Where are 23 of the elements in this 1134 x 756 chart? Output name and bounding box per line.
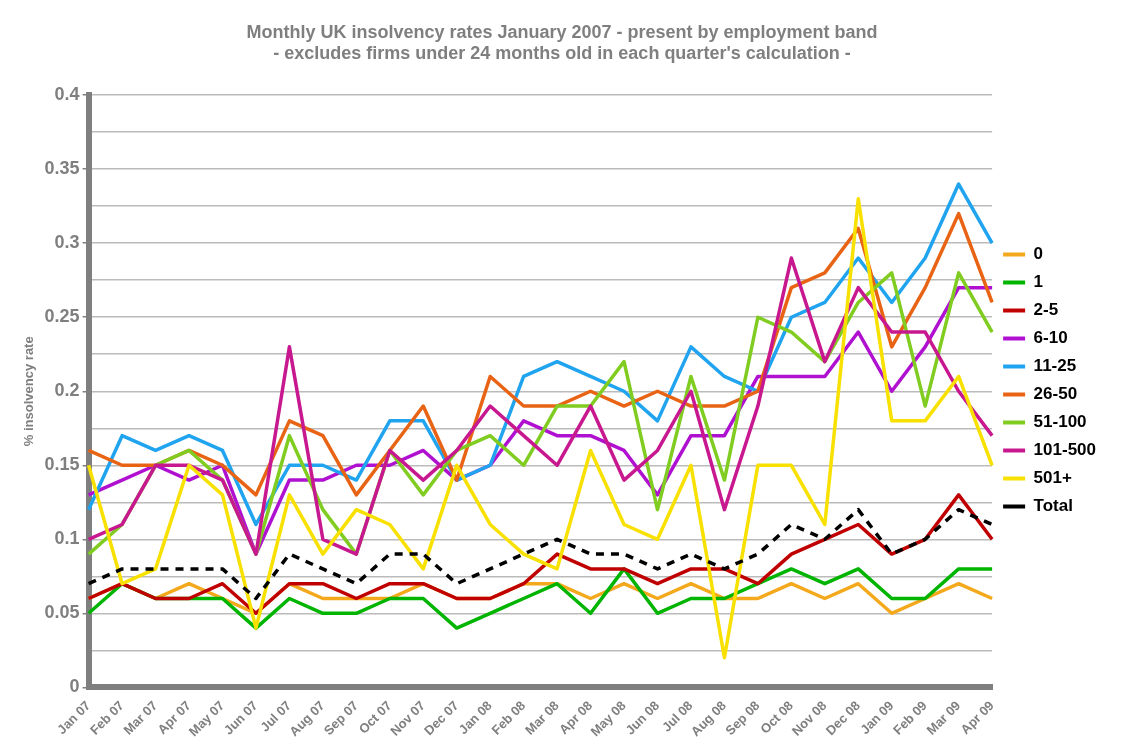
y-tick-label: 0.05 (44, 602, 80, 623)
y-tick-label: 0.3 (54, 232, 80, 253)
legend-label: 26-50 (1033, 384, 1078, 404)
y-tick-label: 0.4 (54, 84, 80, 105)
legend-label: 2-5 (1033, 300, 1059, 320)
legend-label: 6-10 (1033, 328, 1068, 348)
chart-title: Monthly UK insolvency rates January 2007 - present by employment band (246, 21, 878, 42)
legend-label: 11-25 (1033, 356, 1077, 376)
y-tick-label: 0.15 (44, 454, 80, 475)
y-tick-label: 0.1 (54, 528, 80, 549)
y-tick-label: 0.25 (44, 306, 80, 327)
y-tick-label: 0.35 (44, 158, 80, 179)
legend-label: 101-500 (1033, 440, 1096, 460)
y-axis-title: % insolvency rate (21, 336, 37, 447)
legend-label: 0 (1033, 244, 1044, 264)
legend-label: 1 (1033, 272, 1044, 292)
chart-subtitle: - excludes firms under 24 months old in each quarter's calculation - (273, 43, 851, 64)
legend-label: 51-100 (1033, 412, 1087, 432)
legend-label: 501+ (1033, 468, 1072, 488)
y-tick-label: 0.2 (54, 380, 80, 401)
legend-label: Total (1033, 496, 1073, 516)
line-series (86, 507, 994, 601)
y-tick-label: 0 (69, 676, 80, 697)
